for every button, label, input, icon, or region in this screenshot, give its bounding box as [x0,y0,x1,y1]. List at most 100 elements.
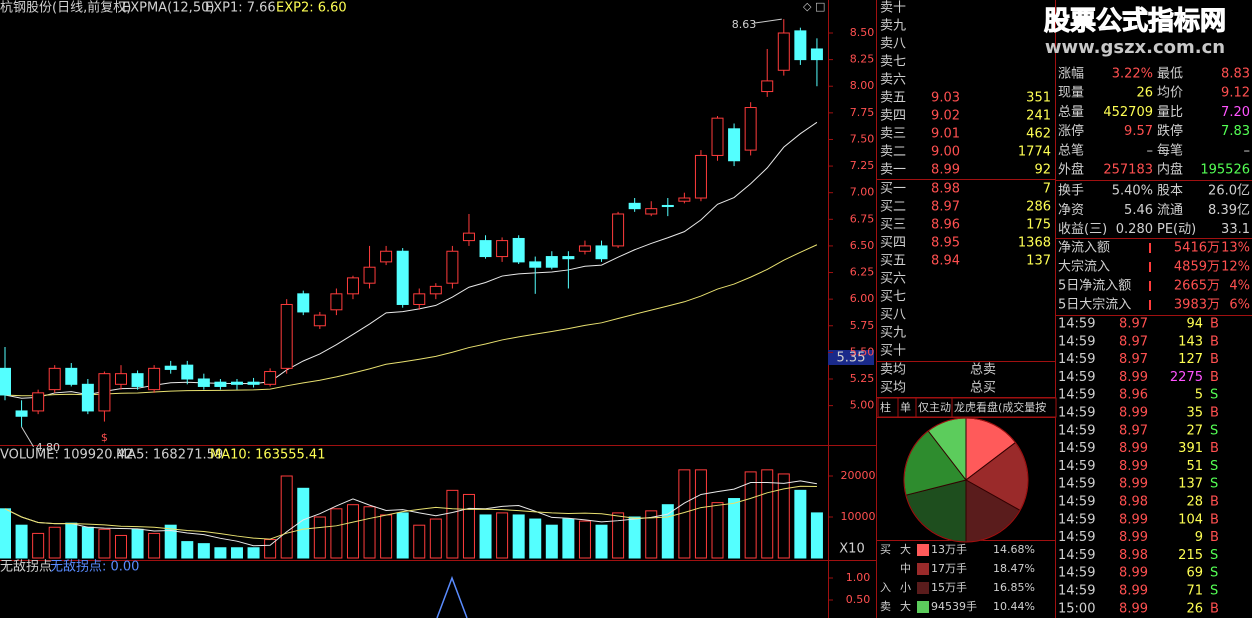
tab-label[interactable]: 柱 [880,400,891,414]
candle-body [164,365,177,370]
volume-bar [810,512,823,559]
legend-side: 入 [880,581,891,594]
volume-bar [628,516,641,559]
book-volume: 175 [1026,218,1051,233]
y-tick-label: 0.50 [846,593,871,606]
stat-value: 8.83 [1221,67,1250,82]
trade-side: S [1210,566,1218,581]
icon[interactable]: ◇ [803,0,812,13]
book-volume: 1368 [1018,236,1051,251]
trade-time: 14:59 [1058,334,1095,349]
tab[interactable] [951,397,1057,418]
trade-side: B [1210,352,1219,367]
volume-bar [496,512,509,559]
y-tick-label: 1.00 [846,571,871,584]
y-tick-label: 7.50 [850,132,875,145]
tab-label[interactable]: 仅主动 [918,401,951,414]
trade-price: 8.97 [1119,423,1148,438]
trade-price: 8.97 [1119,352,1148,367]
candle-body [197,378,210,387]
candle-body [280,303,293,369]
book-label: 买五 [880,254,906,269]
book-label: 卖十 [880,1,906,16]
candle-body [65,367,78,385]
icon[interactable]: □ [815,0,825,13]
trade-volume: 215 [1178,548,1203,563]
total-sell: 总卖 [970,363,996,378]
stat-value: 9.12 [1221,86,1250,101]
volume-bar [429,518,442,559]
book-label: 卖七 [880,55,906,70]
stat-label: 外盘 [1058,162,1084,178]
trade-time: 14:59 [1058,584,1095,599]
stat-value: 9.57 [1124,124,1153,139]
y-tick-label: 5.25 [850,372,875,385]
candle-body [728,128,741,162]
high-label: 8.63 [732,18,757,31]
flow-amount: 4859万 [1174,260,1220,275]
y-tick-label: 7.00 [850,186,875,199]
candle-body [114,373,127,385]
candle-body [181,364,194,380]
trade-time: 14:59 [1058,512,1095,527]
volume-bar [462,493,475,559]
trade-price: 8.99 [1119,566,1148,581]
flow-pct: 4% [1229,279,1250,294]
stat-label: 总笔 [1058,142,1084,158]
trade-time: 14:59 [1058,459,1095,474]
volume-bar [380,514,393,559]
trade-volume: 35 [1186,406,1203,421]
trade-price: 8.99 [1119,459,1148,474]
trade-time: 14:59 [1058,548,1095,563]
stat-value: 3.22% [1112,67,1153,82]
candle-body [744,107,757,151]
trade-side: B [1210,601,1219,616]
candle-body [545,256,558,268]
y-tick-label: 6.00 [850,292,875,305]
book-price: 8.98 [931,182,960,197]
trade-volume: 104 [1178,512,1203,527]
candle-body [628,202,641,210]
trade-price: 8.99 [1119,601,1148,616]
tab-label[interactable]: 单 [900,401,911,414]
legend-size: 大 [900,542,911,556]
trade-volume: 28 [1186,495,1203,510]
exp2: EXP2: 6.60 [276,1,347,16]
volume-bar [98,528,111,559]
candle-body [264,371,277,385]
volume-bar [661,504,674,559]
candle-body [48,367,61,391]
trade-volume: 71 [1186,584,1203,599]
volume-bar [794,489,807,559]
book-price: 8.95 [931,236,960,251]
candle-body [711,117,724,156]
tab-label[interactable]: 龙虎看盘(成交量按 [954,400,1046,414]
legend-side: 买 [880,543,891,556]
candle-body [330,293,343,311]
candle-body [15,410,28,417]
volume-ma-line [4,485,817,540]
volume-bar [595,524,608,559]
pie-outline [903,417,1029,543]
legend-amount: 13万手 [931,542,967,556]
trade-price: 8.99 [1119,584,1148,599]
trade-time: 14:59 [1058,477,1095,492]
volume-bar [313,516,326,559]
volume-bar [694,469,707,559]
legend-pct: 14.68% [993,543,1035,556]
legend-size: 大 [900,599,911,613]
low-pointer [21,426,34,448]
stat-value: 26 [1136,86,1153,101]
volume-bar [446,489,459,559]
flow-pct: 6% [1229,298,1250,313]
book-price: 9.00 [931,145,960,160]
legend-swatch [917,563,929,575]
book-volume: 137 [1026,254,1051,269]
volume-bar [197,543,210,559]
trade-price: 8.99 [1119,370,1148,385]
stat-value: 7.83 [1221,124,1250,139]
book-label: 卖八 [880,37,906,52]
candle-body [777,32,790,71]
trade-volume: 137 [1178,477,1203,492]
